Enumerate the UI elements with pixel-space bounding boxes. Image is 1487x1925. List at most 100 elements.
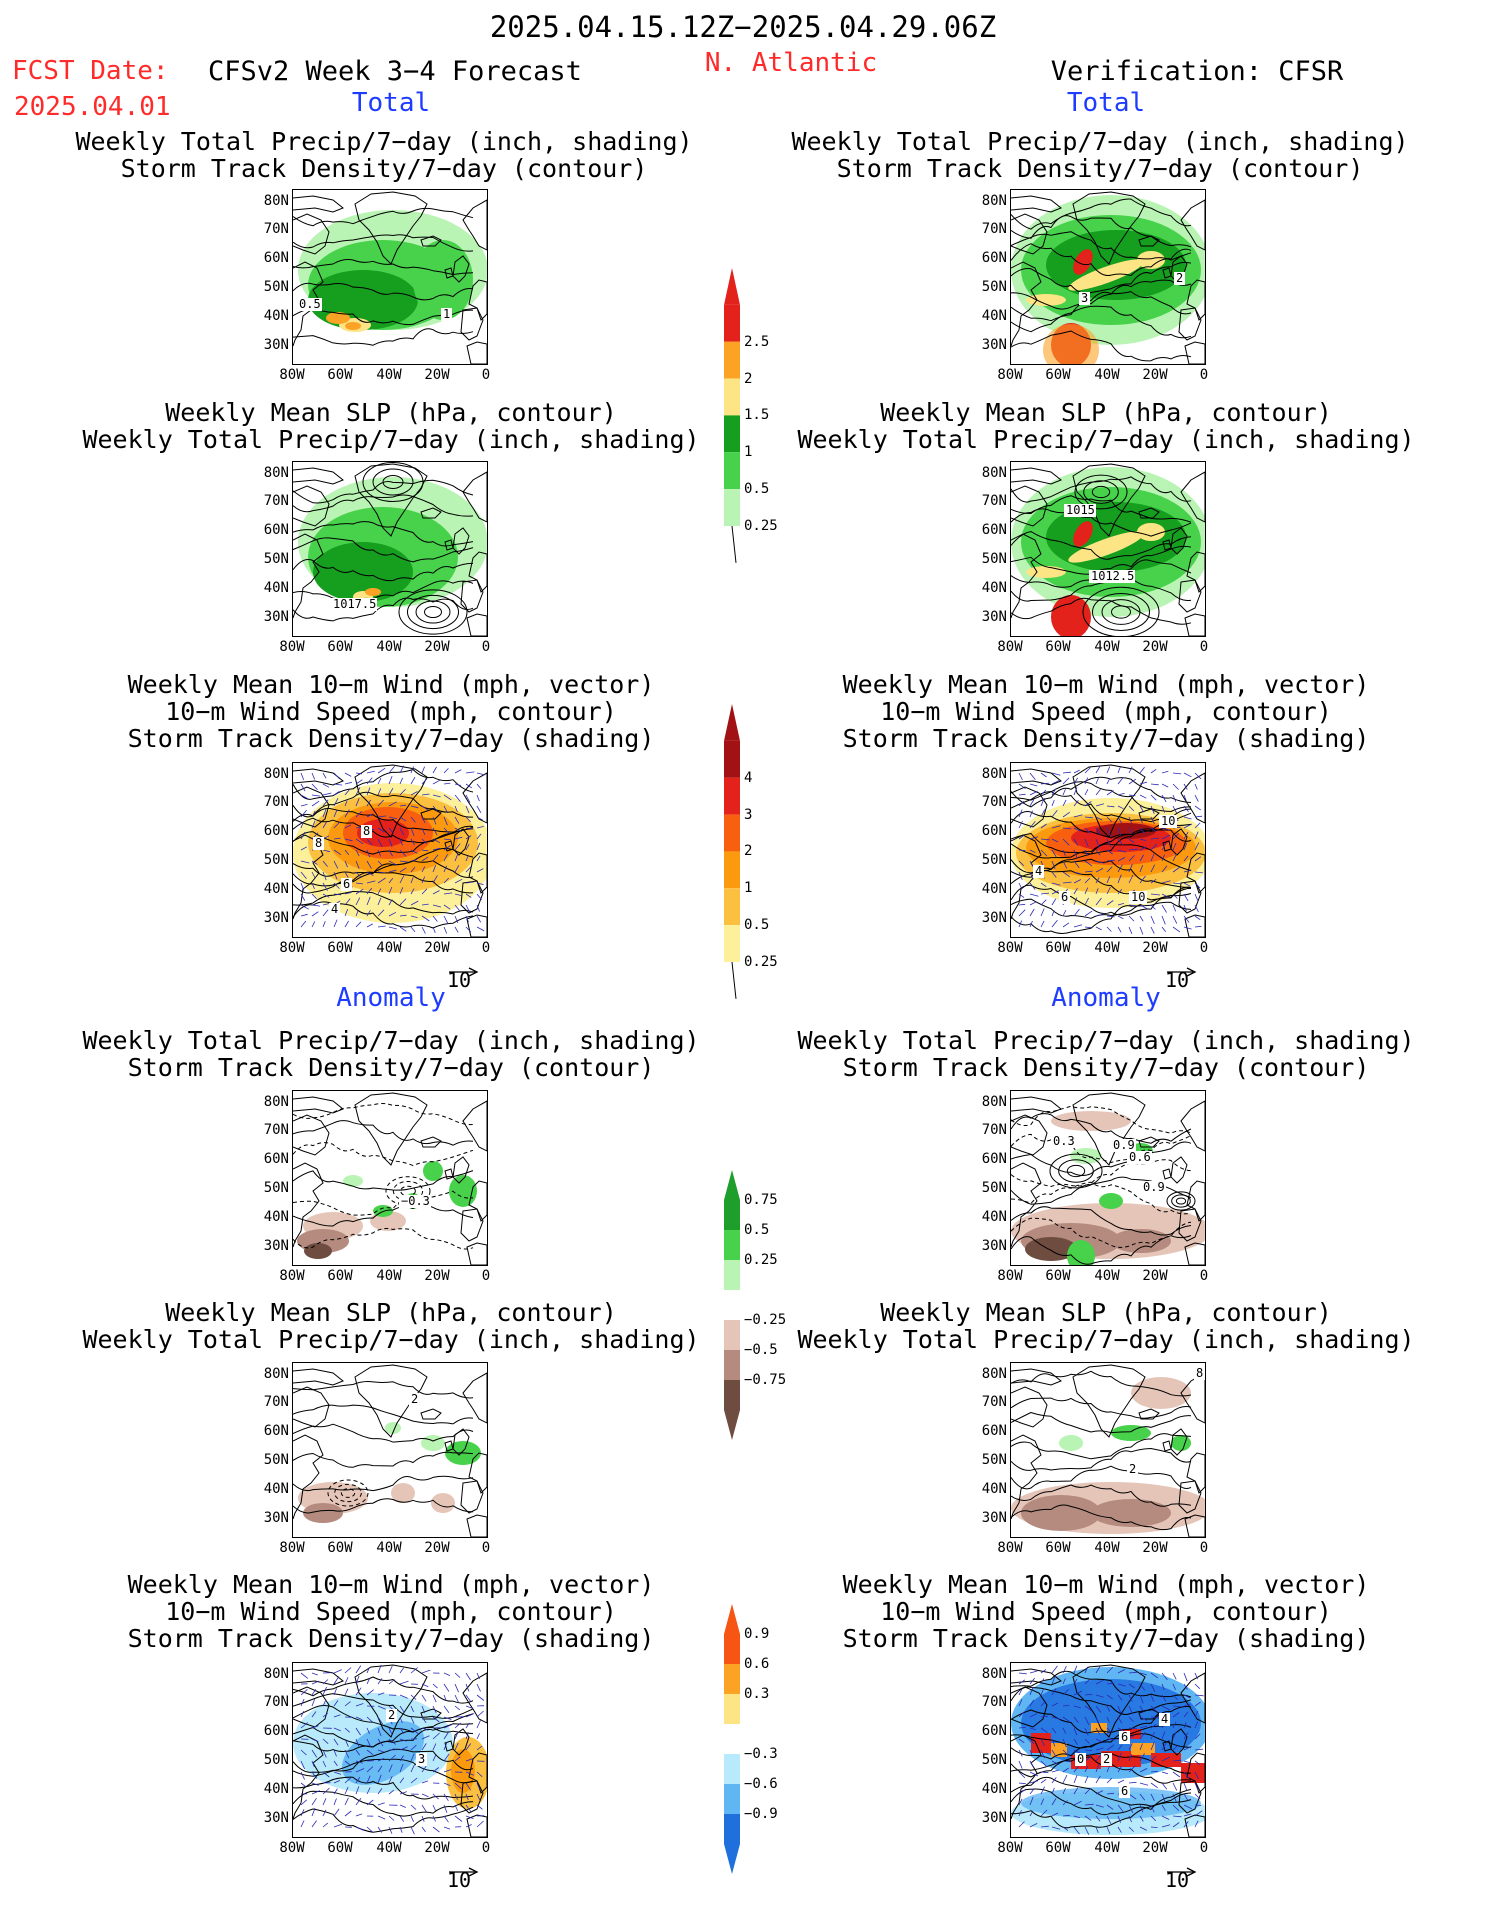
va-wind-map-vector [1183, 1813, 1192, 1817]
storm_total-label: 0.25 [744, 954, 778, 970]
vf-wind-map-vector [1117, 805, 1124, 810]
vf-wind-map-vector [1139, 805, 1145, 813]
vf-wind-map-lat-label: 60N [981, 823, 1007, 839]
precip_total-label: 1 [744, 444, 753, 461]
vf-wind-map-vector [1117, 827, 1122, 836]
fc-wind-map-vector [410, 838, 415, 846]
va-wind-map-vector [1183, 1672, 1188, 1682]
fc-precip-storm-map-lat-label: 60N [263, 250, 289, 266]
fa-wind-map-vector [300, 1698, 305, 1707]
vf-precip-storm-map-coastline-4 [1138, 235, 1160, 247]
fa-wind-map-vector [388, 1764, 393, 1773]
vf-precip-storm-map-coastline-0 [1072, 191, 1146, 265]
vf-slp-map-coastline-1 [1011, 485, 1048, 527]
vf-slp-map-contour-1 [1011, 495, 1192, 523]
fc-wind-map-vector [377, 788, 382, 796]
fc-wind-map-label-bg-3 [329, 903, 340, 916]
fc-wind-map-contour-label-3: 4 [331, 902, 338, 916]
va-wind-map-vector [1172, 1731, 1177, 1740]
fc-wind-map-vector [443, 926, 448, 934]
vf-wind-map-vector [1150, 805, 1155, 814]
va-slp-map-shade-2 [1091, 1499, 1171, 1527]
fa-wind-map-vector [421, 1694, 427, 1702]
va-wind-map-vector [1139, 1716, 1148, 1721]
va-wind-map-vector [1073, 1678, 1078, 1685]
fa-wind-map-vector [465, 1672, 471, 1681]
fc-wind-map-vector [443, 892, 453, 895]
fa-wind-map-vector [333, 1788, 338, 1795]
fc-wind-map-vector [443, 915, 449, 924]
fv-slp-map-contour-6 [293, 597, 474, 622]
va-precip-storm-map-ring-1-2 [1171, 1194, 1191, 1208]
vf-wind-map-vector [1062, 838, 1070, 846]
va-slp-map-contour-label-1: 2 [1129, 1462, 1136, 1476]
fc-wind-map-vector [311, 871, 316, 879]
fa-wind-map-vector [465, 1705, 473, 1709]
vf-slp-map-ring-1-2 [1083, 480, 1119, 504]
vf-wind-map-vector [1040, 920, 1045, 928]
fa-wind-map-vector [333, 1676, 340, 1685]
fc-wind-map-vector [399, 777, 403, 785]
va-wind-map-vector [1095, 1666, 1101, 1674]
fc-wind-map-vector [311, 783, 318, 791]
vf-precip-storm-map-contour-5 [1011, 279, 1192, 310]
vf-wind-map-vector [1150, 768, 1157, 774]
fa-wind-map-vector [399, 1727, 405, 1735]
fa-wind-map-vector [322, 1787, 330, 1795]
va-wind-map-contour-label-1: 6 [1121, 1730, 1128, 1744]
va-wind-map-vector [1051, 1826, 1061, 1830]
va-wind-map-coastline-0 [1072, 1664, 1146, 1738]
fa-precip-storm-map-contour-label-0: −0.3 [401, 1194, 430, 1208]
va-precip-storm-map-contour-8 [1011, 1217, 1192, 1248]
fa-wind-map-vector [465, 1815, 474, 1819]
fa-wind-map-vector [366, 1667, 370, 1674]
fa-slp-title: Weekly Mean SLP (hPa, contour) Weekly Tot… [82, 1298, 700, 1354]
fc-wind-map-vector [333, 821, 340, 829]
fc-wind-map-vector [421, 903, 429, 906]
vf-wind-map-vector [1018, 920, 1023, 928]
fc-wind-map-vector [366, 813, 373, 818]
fc-wind-map-vector [311, 820, 316, 829]
vf-wind-map-vector [1051, 838, 1059, 843]
fa-wind-map-coastline-0 [354, 1664, 428, 1738]
fa-wind-map-contour-1 [293, 1693, 474, 1719]
fa-wind-map-vector [421, 1804, 427, 1813]
fa-wind-map-vector [311, 1749, 318, 1758]
va-wind-map-vector [1040, 1715, 1048, 1718]
fa-wind-map-lon-label: 20W [424, 1840, 450, 1856]
vf-wind-map-vector [1128, 778, 1137, 785]
fa-wind-map-lat-label: 30N [263, 1810, 289, 1826]
vf-wind-map-vector [1029, 772, 1036, 781]
va-wind-map-vector [1139, 1826, 1147, 1831]
va-slp-map-lon-label: 40W [1094, 1540, 1120, 1556]
va-wind-map-vector [1040, 1786, 1045, 1795]
fv-slp-map-ring-0-4 [398, 589, 468, 635]
fv-slp-map-contour-1 [293, 494, 474, 517]
fa-slp-map-ring-0-1 [340, 1488, 356, 1498]
fa-wind-map-vector [421, 1705, 426, 1714]
va-wind-map-vector [1029, 1699, 1035, 1707]
fc-precip-storm-map-label-bg-0 [297, 298, 322, 311]
fa-slp-map-lon-label: 40W [376, 1540, 402, 1556]
va-wind-map-vector [1073, 1665, 1078, 1674]
fa-wind-map-vector [322, 1822, 329, 1828]
va-wind-map-vector [1040, 1798, 1045, 1806]
vf-wind-map-vector [1029, 901, 1037, 906]
fa-precip-storm-map-lat-label: 50N [263, 1180, 289, 1196]
fc-wind-map-vector [399, 849, 407, 857]
fv-slp-map-contour-4 [293, 559, 474, 582]
fa-wind-map-vector [377, 1788, 383, 1795]
va-wind-map-lon-label: 20W [1142, 1840, 1168, 1856]
fa-wind-map-lat-label: 50N [263, 1752, 289, 1768]
fv-slp-map-lon-label: 60W [327, 639, 353, 655]
fc-wind-map-coastline-7 [462, 772, 487, 824]
vf-wind-map-vector [1051, 860, 1056, 870]
fc-wind-map-vector [300, 846, 308, 851]
fc-wind-map-vector [355, 810, 362, 818]
storm_anom-swatch-3 [724, 1724, 740, 1754]
precip_anom-label: 0.25 [744, 1252, 778, 1268]
va-wind-map-vector [1106, 1765, 1111, 1773]
precip_anom-swatch-5 [724, 1350, 740, 1380]
fa-wind-map-vector [311, 1725, 319, 1729]
fa-wind-map-vector [388, 1665, 393, 1674]
